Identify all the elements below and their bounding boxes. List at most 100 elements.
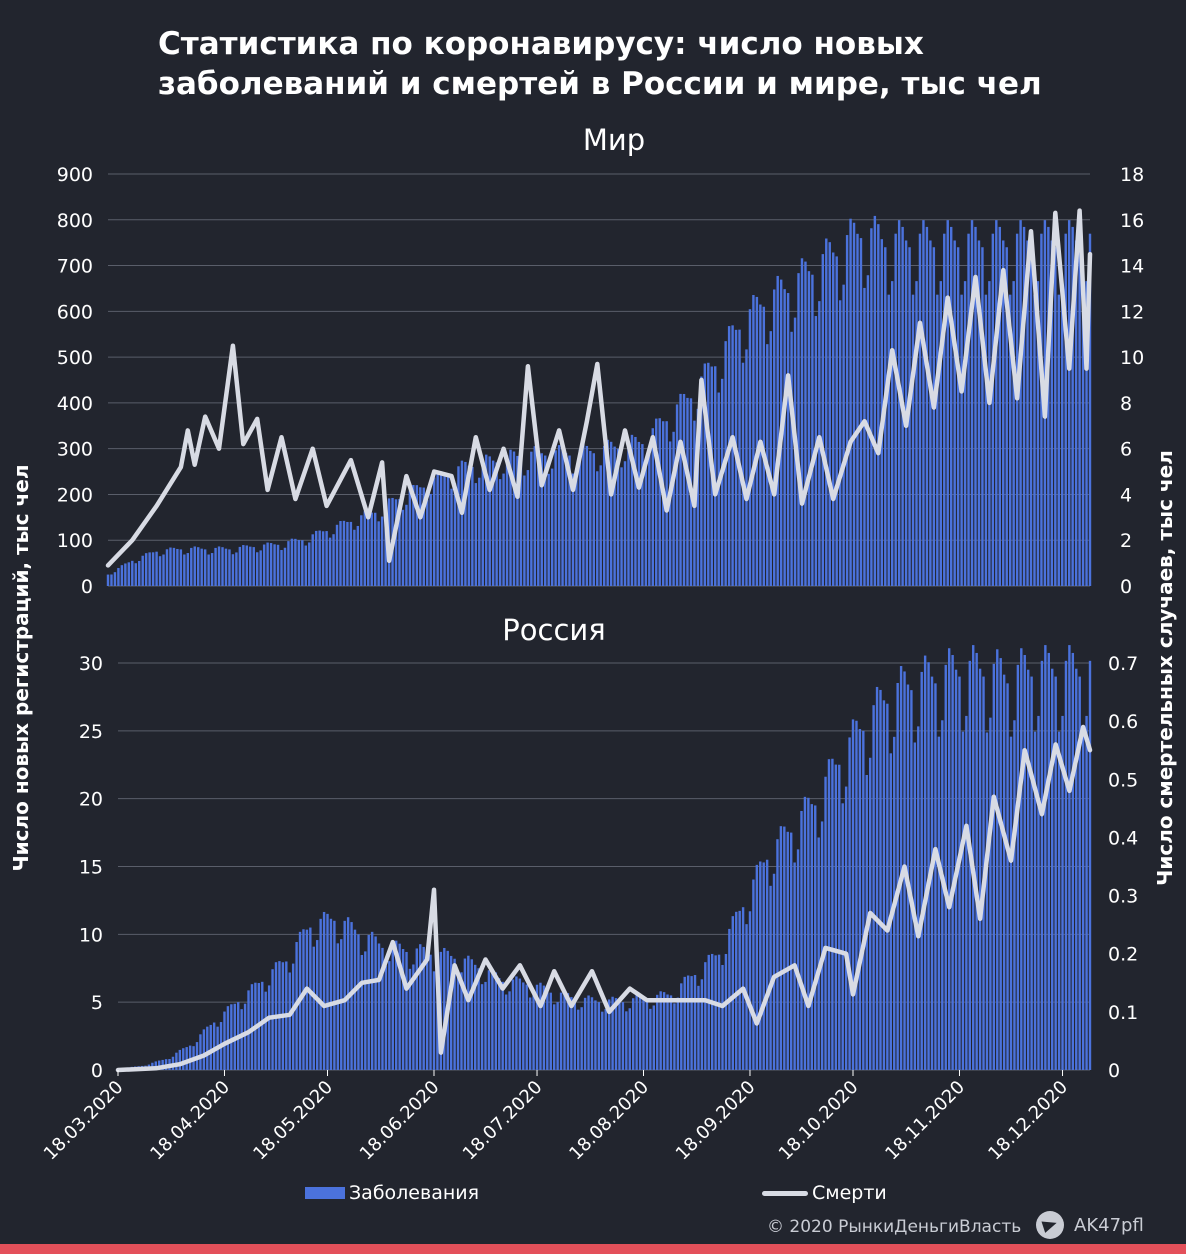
case-bar: [266, 542, 269, 586]
case-bar: [269, 543, 273, 586]
case-bar: [616, 448, 620, 586]
case-bar: [859, 238, 863, 586]
case-bar: [214, 547, 217, 586]
case-bar: [832, 252, 835, 587]
case-bar: [477, 968, 480, 1070]
case-bar: [261, 981, 264, 1070]
case-bar: [875, 686, 879, 1070]
case-bar: [183, 554, 186, 586]
case-bar: [855, 720, 858, 1070]
chart-title: Статистика по коронавирусу: число новых …: [158, 24, 1118, 104]
y-tick-label: 10: [79, 924, 103, 946]
case-bar: [929, 240, 932, 586]
x-tick-label: 18.09.2020: [672, 1077, 760, 1165]
case-bar: [326, 913, 329, 1070]
case-bar: [206, 1026, 209, 1070]
case-bar: [559, 992, 563, 1070]
case-bar: [242, 545, 245, 586]
case-bar: [481, 460, 484, 586]
case-bar: [583, 997, 587, 1070]
y-tick-label: 400: [57, 393, 93, 415]
legend-cases: Заболевания: [305, 1182, 479, 1204]
case-bar: [209, 1024, 212, 1070]
y2-tick-label: 16: [1120, 210, 1144, 232]
case-bar: [176, 548, 179, 586]
case-bar: [628, 1008, 631, 1070]
case-bar: [783, 826, 786, 1070]
case-bar: [200, 548, 203, 586]
case-bar: [1019, 220, 1022, 586]
case-bar: [1081, 731, 1085, 1070]
case-bar: [896, 683, 899, 1070]
case-bar: [394, 499, 398, 586]
case-bar: [1015, 233, 1019, 586]
telegram-icon: [1036, 1211, 1064, 1239]
case-bar: [367, 511, 370, 586]
case-bar: [318, 530, 321, 586]
case-bar: [845, 235, 849, 587]
case-bar: [363, 511, 366, 586]
case-bar: [533, 446, 537, 586]
case-bar: [724, 954, 728, 1070]
case-bar: [680, 983, 683, 1070]
case-bar: [1050, 240, 1054, 586]
case-bar: [532, 995, 535, 1070]
case-bar: [923, 655, 927, 1070]
case-bar: [525, 984, 528, 1070]
case-bar: [193, 546, 196, 586]
case-bar: [625, 1011, 628, 1070]
case-bar: [443, 947, 446, 1070]
case-bar: [491, 968, 494, 1070]
case-bar: [963, 281, 967, 586]
legend-deaths: Смерти: [762, 1182, 887, 1204]
case-bar: [485, 454, 488, 586]
case-bar: [755, 864, 759, 1070]
case-bar: [264, 991, 267, 1070]
case-bar: [412, 964, 415, 1070]
deaths-line: [105, 208, 1093, 568]
case-bar: [662, 992, 666, 1070]
case-bar: [190, 547, 193, 586]
case-bar: [606, 439, 609, 586]
case-bar: [1074, 240, 1078, 586]
case-bar: [717, 954, 721, 1070]
case-bar: [508, 991, 511, 1070]
case-bar: [283, 547, 287, 586]
case-bar: [186, 553, 190, 586]
case-bar: [571, 473, 575, 586]
case-bar: [467, 955, 470, 1070]
case-bar: [1064, 233, 1067, 586]
case-bar: [995, 220, 998, 586]
footer-handle[interactable]: AK47pfl: [1036, 1211, 1144, 1239]
case-bar: [370, 931, 374, 1070]
panel-title: Россия: [502, 613, 605, 647]
case-bar: [353, 929, 357, 1070]
case-bar: [752, 879, 755, 1070]
case-bar: [637, 441, 641, 586]
case-bar: [530, 451, 533, 586]
case-bar: [599, 465, 602, 586]
case-bar: [203, 549, 207, 586]
case-bar: [1044, 645, 1047, 1070]
y2-tick-label: 4: [1120, 484, 1132, 506]
case-bar: [197, 547, 200, 586]
case-bar: [977, 240, 981, 586]
case-bar: [210, 553, 214, 586]
case-bar: [985, 732, 989, 1070]
y2-tick-label: 0: [1120, 576, 1132, 598]
case-bar: [165, 549, 169, 586]
case-bar: [925, 226, 929, 587]
case-bar: [138, 560, 141, 586]
case-bar: [958, 676, 961, 1070]
case-bar: [1088, 233, 1092, 586]
case-bar: [635, 995, 638, 1070]
case-bar: [449, 955, 453, 1070]
case-bar: [1033, 731, 1037, 1070]
case-bar: [367, 934, 370, 1070]
case-bar: [561, 447, 564, 586]
legend-cases-label: Заболевания: [349, 1182, 480, 1204]
y-tick-label: 700: [57, 256, 93, 278]
case-bar: [1051, 668, 1054, 1070]
case-bar: [1078, 247, 1081, 587]
case-bar: [491, 460, 495, 586]
